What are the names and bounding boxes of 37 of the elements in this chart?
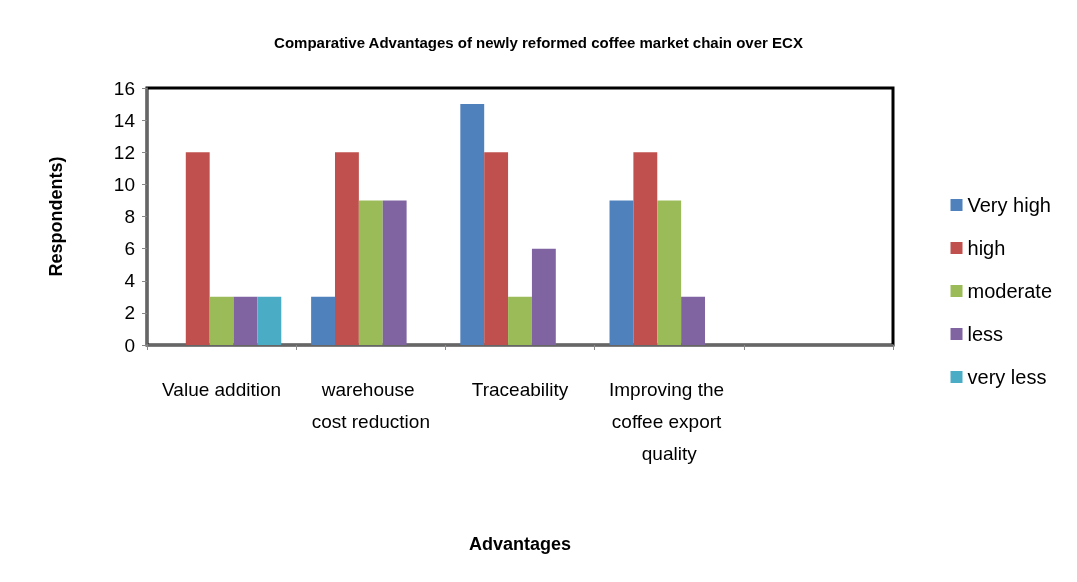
legend-label: high xyxy=(967,237,1006,259)
legend-label: moderate xyxy=(967,280,1053,302)
bar xyxy=(358,200,383,345)
chart-title: Comparative Advantages of newly reformed coffee market chain over ECX xyxy=(274,34,803,51)
y-tick-label: 16 xyxy=(113,77,135,99)
legend-label: very less xyxy=(967,366,1047,388)
x-tick-label: warehouse cost reduction xyxy=(311,378,430,432)
bar xyxy=(460,104,485,345)
y-tick-label: 0 xyxy=(124,334,135,356)
y-tick-label: 2 xyxy=(124,302,135,324)
bar xyxy=(185,152,210,345)
bar xyxy=(531,248,556,345)
y-tick-label: 10 xyxy=(113,173,135,195)
y-tick-label: 4 xyxy=(124,270,136,292)
y-tick-label: 12 xyxy=(113,141,135,163)
bar xyxy=(508,296,532,345)
bar xyxy=(633,152,658,345)
bar xyxy=(609,200,634,345)
x-tick-label: Improving the coffee export quality xyxy=(609,378,730,464)
bar xyxy=(484,152,509,345)
bar xyxy=(209,296,234,345)
bar xyxy=(382,200,407,345)
bar xyxy=(334,152,359,345)
y-tick-label: 8 xyxy=(124,206,135,227)
y-tick-label: 14 xyxy=(113,109,136,131)
y-axis-title: Respondents) xyxy=(46,156,66,277)
bar xyxy=(233,296,258,345)
bar xyxy=(257,296,282,345)
x-tick-label: Traceability xyxy=(471,378,569,400)
bar xyxy=(681,296,706,345)
x-axis-title: Advantages xyxy=(468,534,572,554)
y-tick-label: 6 xyxy=(124,238,135,260)
bar xyxy=(311,296,335,345)
bar xyxy=(657,200,682,345)
legend-label: Very high xyxy=(967,194,1051,216)
x-tick-label: Value addition xyxy=(162,378,282,400)
legend-label: less xyxy=(967,323,1004,345)
